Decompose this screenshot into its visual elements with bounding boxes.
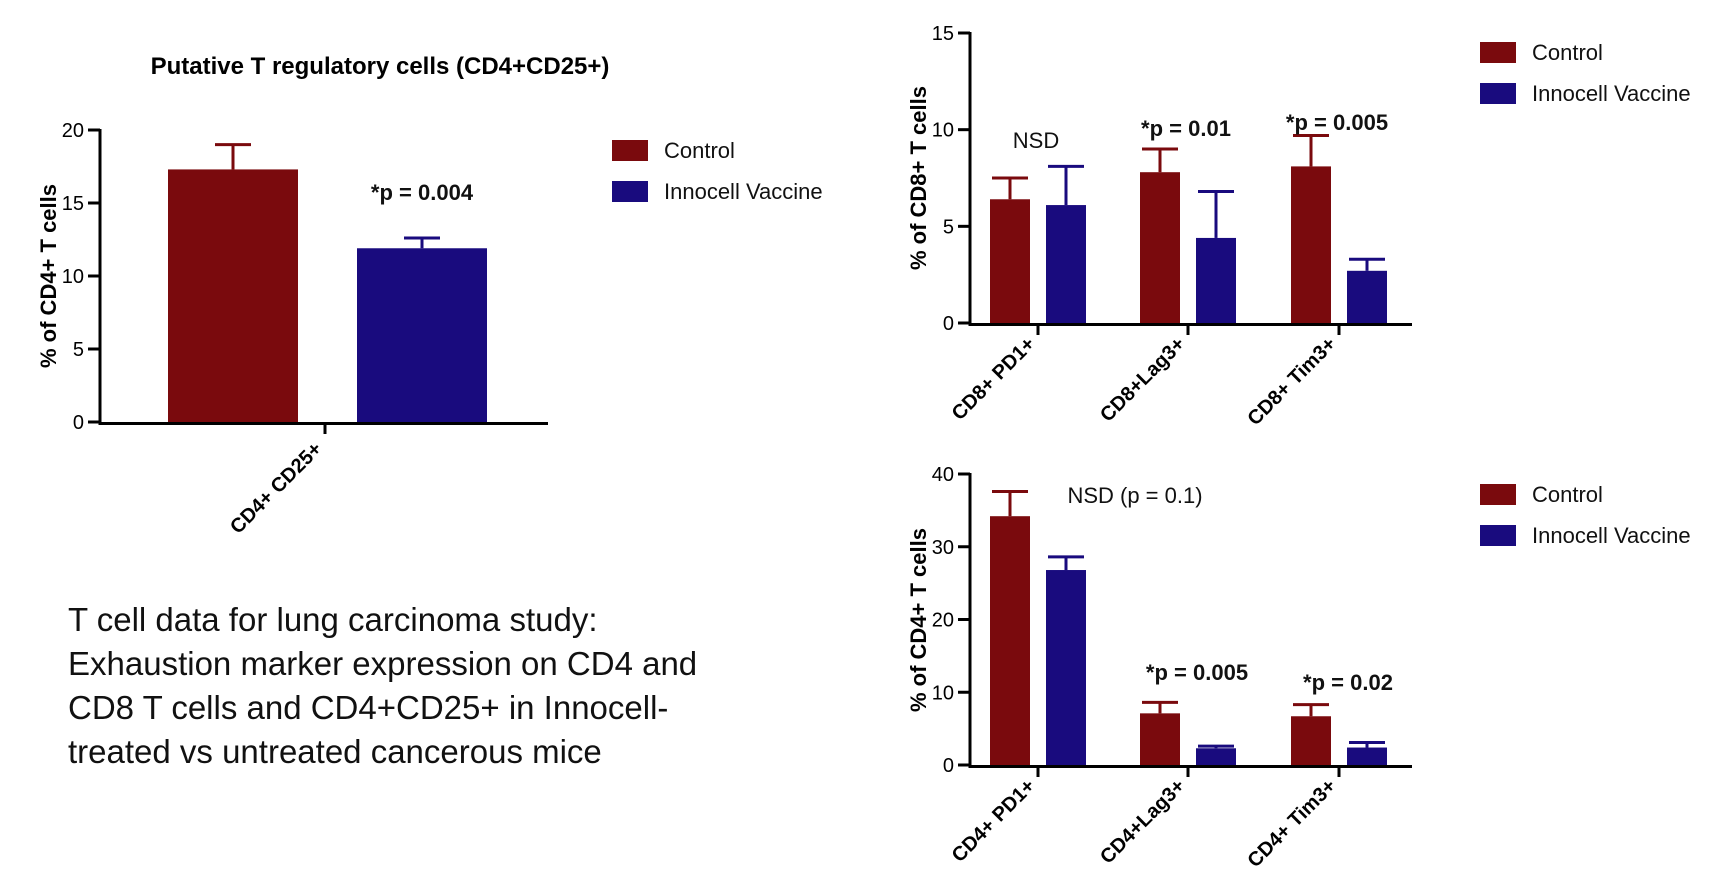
y-tick-label: 0 (943, 313, 954, 335)
significance-annotation: NSD (1013, 128, 1059, 153)
y-tick-label: 20 (932, 610, 954, 632)
caption-line: CD8 T cells and CD4+CD25+ in Innocell- (68, 689, 669, 726)
x-tick-label: CD4+ PD1+ (948, 775, 1040, 867)
chart-2: 0 10 20 30 40 % of CD4+ T cells CD4+ PD1+ CD4+L… (906, 464, 1691, 872)
figure-caption: T cell data for lung carcinoma study: Ex… (68, 598, 788, 774)
bar-control-0 (990, 199, 1030, 323)
caption-line: treated vs untreated cancerous mice (68, 733, 602, 770)
x-tick-label: CD8+ PD1+ (948, 333, 1040, 425)
y-tick-label: 15 (932, 23, 954, 45)
y-tick-label: 10 (932, 682, 954, 704)
y-tick-label: 20 (62, 120, 84, 142)
caption-line: Exhaustion marker expression on CD4 and (68, 645, 698, 682)
legend-label: Innocell Vaccine (1532, 81, 1691, 106)
significance-annotation: *p = 0.005 (1146, 660, 1248, 685)
x-tick-label: CD8+ Tim3+ (1243, 333, 1340, 430)
bar-control-1 (1140, 713, 1180, 765)
bar-innocell-vaccine-2 (1347, 270, 1387, 323)
significance-annotation: NSD (p = 0.1) (1067, 483, 1202, 508)
legend-swatch-innocell-vaccine (1480, 525, 1516, 546)
bar-innocell-vaccine-0 (357, 248, 487, 422)
legend-label: Control (1532, 482, 1603, 507)
legend-swatch-innocell-vaccine (1480, 83, 1516, 104)
bar-innocell-vaccine-0 (1046, 570, 1086, 765)
legend-label: Innocell Vaccine (1532, 523, 1691, 548)
legend-swatch-control (1480, 484, 1516, 505)
bar-control-1 (1140, 172, 1180, 323)
y-tick-label: 15 (62, 193, 84, 215)
y-axis-label: % of CD8+ T cells (906, 86, 931, 270)
y-tick-label: 0 (73, 412, 84, 434)
y-axis-label: % of CD4+ T cells (36, 184, 61, 368)
bar-innocell-vaccine-2 (1347, 747, 1387, 765)
y-tick-label: 0 (943, 755, 954, 777)
bar-control-0 (168, 169, 298, 422)
bar-innocell-vaccine-0 (1046, 205, 1086, 323)
chart-title: Putative T regulatory cells (CD4+CD25+) (151, 53, 610, 80)
y-tick-label: 5 (943, 216, 954, 238)
legend-label: Control (1532, 40, 1603, 65)
bar-innocell-vaccine-1 (1196, 748, 1236, 765)
significance-annotation: *p = 0.005 (1286, 110, 1388, 135)
bar-control-2 (1291, 716, 1331, 765)
legend-swatch-control (612, 140, 648, 161)
significance-annotation: *p = 0.01 (1141, 116, 1231, 141)
legend-label: Innocell Vaccine (664, 179, 823, 204)
significance-annotation: *p = 0.004 (371, 180, 474, 205)
x-tick-label: CD4+ CD25+ (226, 438, 326, 538)
caption-line: T cell data for lung carcinoma study: (68, 601, 598, 638)
y-tick-label: 10 (932, 120, 954, 142)
y-tick-label: 10 (62, 266, 84, 288)
chart-1: 0 5 10 15 % of CD8+ T cells CD8+ PD1+ CD8+Lag3… (906, 23, 1691, 430)
legend-swatch-control (1480, 42, 1516, 63)
significance-annotation: *p = 0.02 (1303, 670, 1393, 695)
x-tick-label: CD4+ Tim3+ (1243, 775, 1340, 872)
legend-swatch-innocell-vaccine (612, 181, 648, 202)
y-tick-label: 5 (73, 339, 84, 361)
x-tick-label: CD8+Lag3+ (1096, 333, 1189, 426)
legend-label: Control (664, 138, 735, 163)
y-tick-label: 40 (932, 464, 954, 486)
bar-innocell-vaccine-1 (1196, 237, 1236, 323)
y-axis-label: % of CD4+ T cells (906, 528, 931, 712)
x-tick-label: CD4+Lag3+ (1096, 775, 1189, 868)
y-tick-label: 30 (932, 537, 954, 559)
bar-control-2 (1291, 166, 1331, 323)
bar-control-0 (990, 516, 1030, 765)
chart-0: Putative T regulatory cells (CD4+CD25+) 0… (36, 53, 823, 538)
